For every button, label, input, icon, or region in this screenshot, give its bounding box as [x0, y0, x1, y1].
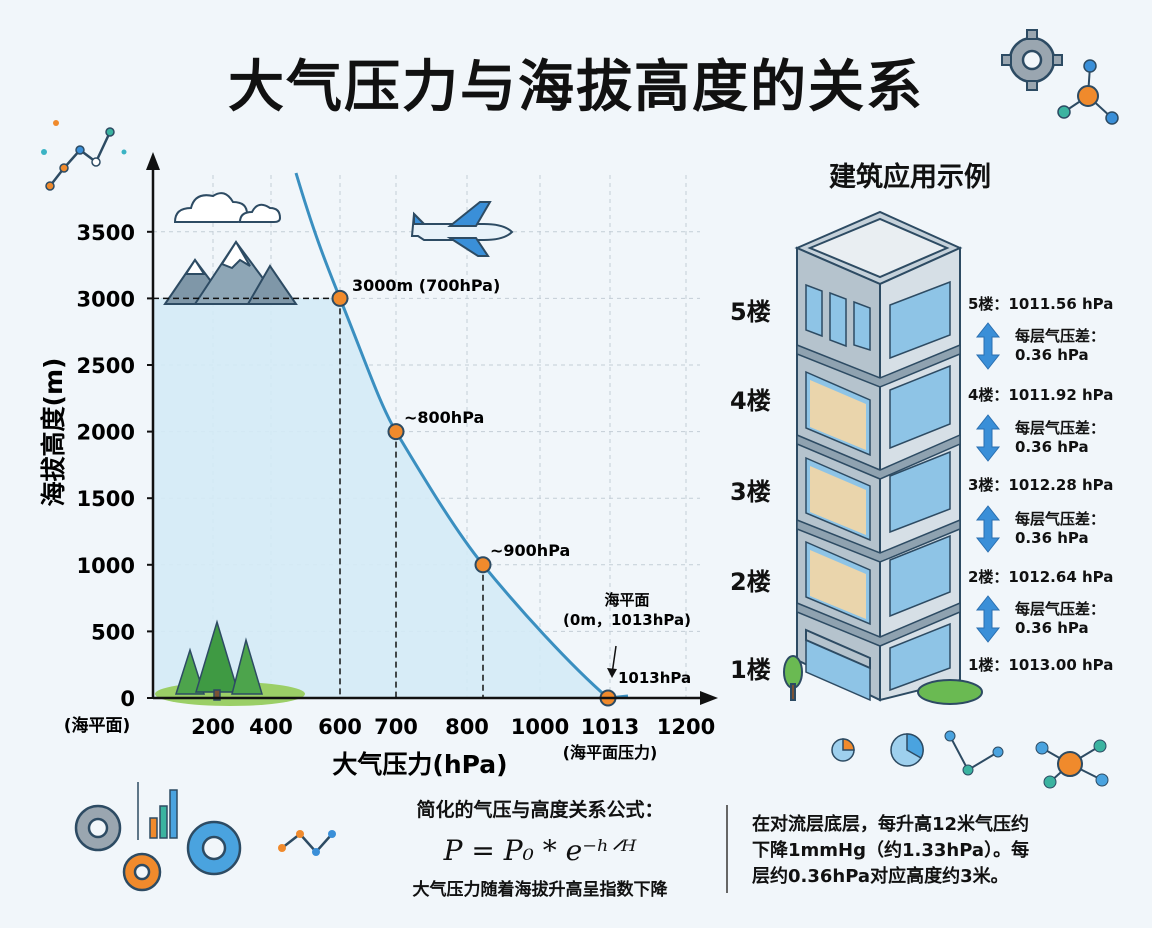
y-tick-label: 0 — [120, 687, 135, 711]
gear-icon — [186, 820, 242, 876]
building-title: 建筑应用示例 — [829, 162, 991, 193]
annotation-label: 1013hPa — [618, 669, 691, 687]
floor-diff-label: 每层气压差： 0.36 hPa — [1015, 510, 1106, 547]
note-line: 层约0.36hPa对应高度约3米。 — [752, 866, 1009, 887]
y-tick-label: 3500 — [77, 221, 135, 245]
double-arrow-icon — [975, 595, 1001, 643]
dashed-guides — [153, 297, 484, 698]
y-axis-title: 海拔高度(m) — [39, 358, 68, 507]
data-point-marker — [474, 556, 492, 574]
floor-diff-label: 每层气压差： 0.36 hPa — [1015, 419, 1106, 456]
y-zero-note: (海平面) — [64, 715, 131, 736]
y-tick-label: 2500 — [77, 354, 135, 378]
formula-note: 大气压力随着海拔升高呈指数下降 — [412, 880, 668, 900]
double-arrow-icon — [975, 505, 1001, 553]
annotation-label: 3000m (700hPa) — [352, 276, 500, 295]
page-title: 大气压力与海拔高度的关系 — [228, 55, 924, 120]
molecule-icon — [1057, 59, 1119, 125]
y-tick-label: 3000 — [77, 287, 135, 311]
bar-chart-icon — [137, 782, 178, 840]
sea-level-detail: (0m，1013hPa) — [563, 611, 691, 629]
gear-icon — [1001, 29, 1063, 91]
x-1013-note: (海平面压力) — [563, 743, 658, 762]
divider — [726, 805, 728, 893]
floor-label: 1楼 — [730, 656, 771, 684]
explanation-note: 在对流层底层，每升高12米气压约 下降1mmHg（约1.33hPa）。每 层约0… — [752, 812, 1132, 890]
floor-pressure-label: 4楼：1011.92 hPa — [968, 386, 1114, 404]
tree-icon — [155, 619, 305, 706]
floor-pressure-label: 1楼：1013.00 hPa — [968, 656, 1114, 674]
building-illustration — [783, 210, 983, 705]
floor-pressure-label: 5楼：1011.56 hPa — [968, 295, 1114, 313]
y-tick-label: 2000 — [77, 421, 135, 445]
pie-icon — [831, 733, 924, 767]
y-tick-label: 1000 — [77, 554, 135, 578]
floor-label: 3楼 — [730, 478, 771, 506]
floor-label: 2楼 — [730, 568, 771, 596]
data-point-marker — [387, 423, 405, 441]
floor-diff-label: 每层气压差： 0.36 hPa — [1015, 600, 1106, 637]
formula-title: 简化的气压与高度关系公式： — [416, 799, 664, 821]
line-chart-icon — [278, 830, 336, 856]
airplane-icon — [410, 201, 514, 257]
y-tick-label: 500 — [91, 620, 135, 644]
floor-diff-arrows — [975, 322, 1001, 643]
floor-label: 4楼 — [730, 387, 771, 415]
x-tick-label: 400 — [249, 715, 293, 739]
formula-equation: P = P₀ * e⁻ʰᐟᴴ — [443, 834, 637, 867]
y-tick-label: 1500 — [77, 487, 135, 511]
floor-diff-label: 每层气压差： 0.36 hPa — [1015, 327, 1106, 364]
double-arrow-icon — [975, 322, 1001, 370]
note-line: 下降1mmHg（约1.33hPa）。每 — [752, 840, 1030, 861]
cloud-icon — [173, 192, 282, 223]
note-line: 在对流层底层，每升高12米气压约 — [752, 814, 1030, 835]
x-tick-label: 1000 — [511, 715, 569, 739]
x-axis — [153, 691, 718, 705]
x-tick-label: 700 — [374, 715, 418, 739]
annotation-label: ~900hPa — [490, 541, 570, 560]
x-tick-label: 600 — [318, 715, 362, 739]
floor-pressure-label: 3楼：1012.28 hPa — [968, 476, 1114, 494]
annotation-label: ~800hPa — [404, 408, 484, 427]
network-icon — [944, 730, 1109, 789]
floor-label: 5楼 — [730, 298, 771, 326]
x-axis-title: 大气压力(hPa) — [332, 750, 507, 779]
floor-pressure-label: 2楼：1012.64 hPa — [968, 568, 1114, 586]
sea-level-title: 海平面 — [604, 591, 649, 609]
mountain-icon — [163, 240, 298, 305]
decor-network-icon — [41, 120, 127, 191]
x-tick-label: 1200 — [657, 715, 715, 739]
formula-block: 简化的气压与高度关系公式： P = P₀ * e⁻ʰᐟᴴ 大气压力随着海拔升高呈… — [340, 795, 740, 900]
x-tick-label: 1013 — [581, 715, 639, 739]
gear-icon — [122, 852, 162, 892]
data-point-marker — [331, 289, 349, 307]
double-arrow-icon — [975, 414, 1001, 462]
x-tick-label: 200 — [191, 715, 235, 739]
gear-icon — [74, 804, 122, 852]
x-tick-label: 800 — [445, 715, 489, 739]
